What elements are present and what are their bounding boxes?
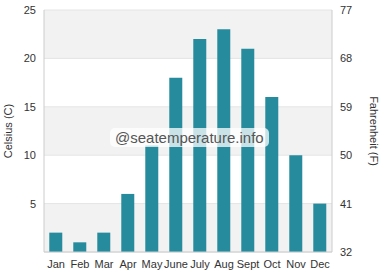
svg-text:5: 5 (30, 198, 36, 210)
svg-text:10: 10 (24, 149, 36, 161)
svg-text:Mar: Mar (95, 258, 114, 270)
svg-text:50: 50 (340, 149, 352, 161)
svg-text:Sept: Sept (237, 258, 260, 270)
svg-text:Dec: Dec (310, 258, 330, 270)
svg-text:Fahrenheit (F): Fahrenheit (F) (368, 96, 374, 166)
svg-text:59: 59 (340, 101, 352, 113)
svg-text:15: 15 (24, 101, 36, 113)
svg-text:20: 20 (24, 52, 36, 64)
svg-text:77: 77 (340, 4, 352, 16)
svg-text:Aug: Aug (214, 258, 234, 270)
svg-text:June: June (164, 258, 188, 270)
svg-text:41: 41 (340, 198, 352, 210)
svg-text:Oct: Oct (263, 258, 280, 270)
html-text:@seatemperature.info: @seatemperature.info (115, 129, 264, 146)
svg-text:Feb: Feb (71, 258, 90, 270)
svg-text:68: 68 (340, 52, 352, 64)
svg-text:Celsius (C): Celsius (C) (8, 104, 14, 158)
svg-text:Nov: Nov (286, 258, 306, 270)
svg-text:Apr: Apr (119, 258, 136, 270)
svg-text:Jan: Jan (47, 258, 65, 270)
svg-text:25: 25 (24, 4, 36, 16)
svg-text:32: 32 (340, 246, 352, 258)
svg-text:May: May (142, 258, 163, 270)
svg-text:July: July (190, 258, 210, 270)
